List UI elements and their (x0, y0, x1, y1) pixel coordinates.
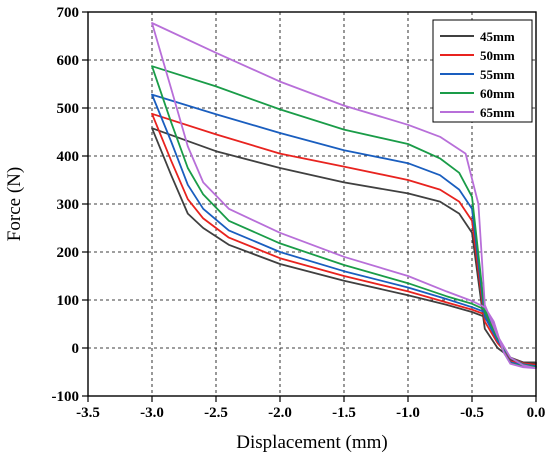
x-tick-label: -2.5 (204, 405, 228, 421)
x-tick-label: -1.0 (396, 405, 420, 421)
y-tick-label: 200 (57, 245, 80, 261)
x-axis-title: Displacement (mm) (236, 432, 387, 453)
x-tick-label: -3.0 (140, 405, 164, 421)
x-tick-label: -3.5 (76, 405, 100, 421)
series-layer (151, 22, 537, 370)
legend-label-60mm: 60mm (480, 86, 515, 101)
y-tick-labels: -100 0 100 200 300 400 500 600 700 (52, 5, 80, 405)
tick-layer (82, 11, 537, 402)
legend-label-55mm: 55mm (480, 67, 515, 82)
legend-label-50mm: 50mm (480, 48, 515, 63)
series-line-65mm (151, 22, 537, 370)
x-tick-label: -1.5 (332, 405, 356, 421)
y-tick-label: 700 (57, 5, 80, 21)
x-tick-labels: -3.5 -3.0 -2.5 -2.0 -1.5 -1.0 -0.5 0.0 (76, 405, 545, 421)
y-tick-label: 0 (72, 341, 80, 357)
legend: 45mm 50mm 55mm 60mm 65mm (432, 19, 533, 123)
x-tick-label: 0.0 (527, 405, 546, 421)
y-tick-label: 400 (57, 149, 80, 165)
y-axis-title: Force (N) (4, 167, 25, 241)
legend-label-65mm: 65mm (480, 105, 515, 120)
x-tick-label: -2.0 (268, 405, 292, 421)
y-tick-label: 600 (57, 53, 80, 69)
y-tick-label: 500 (57, 101, 80, 117)
y-tick-label: 100 (57, 293, 80, 309)
x-tick-label: -0.5 (460, 405, 484, 421)
y-tick-label: -100 (52, 389, 80, 405)
legend-label-45mm: 45mm (480, 29, 515, 44)
y-tick-label: 300 (57, 197, 80, 213)
